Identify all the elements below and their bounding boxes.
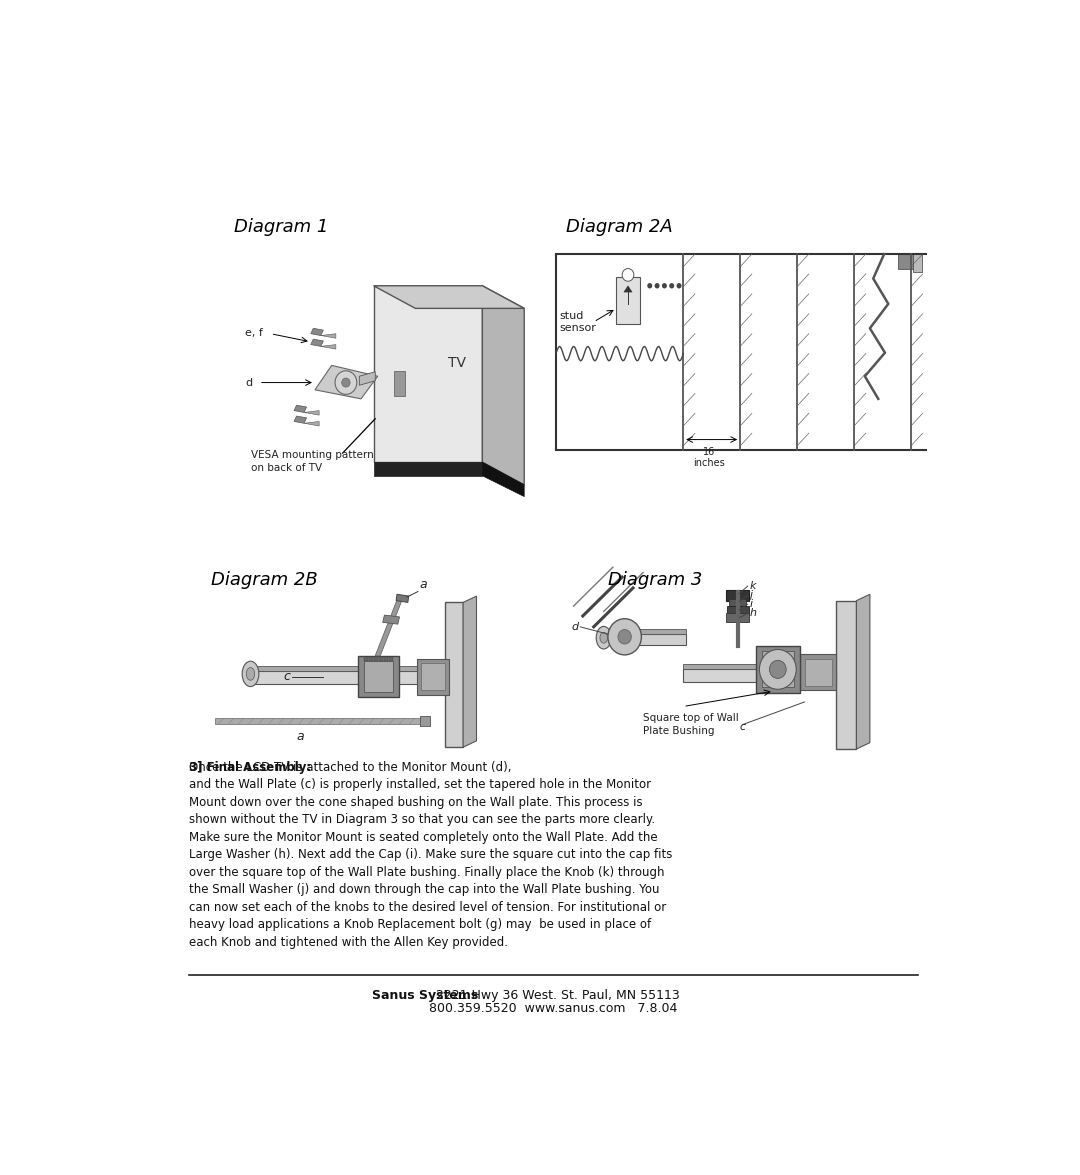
Polygon shape <box>374 462 483 476</box>
Text: TV: TV <box>448 356 467 370</box>
Circle shape <box>654 283 660 289</box>
Circle shape <box>335 371 356 395</box>
Bar <box>359 656 399 698</box>
Polygon shape <box>294 416 307 423</box>
Bar <box>914 254 922 273</box>
Text: j: j <box>750 590 753 600</box>
Bar <box>394 371 405 396</box>
Polygon shape <box>254 666 445 671</box>
Text: Sanus Systems: Sanus Systems <box>372 988 478 1002</box>
Polygon shape <box>684 664 836 670</box>
Polygon shape <box>305 422 320 427</box>
Bar <box>727 606 748 615</box>
Text: 2221 Hwy 36 West. St. Paul, MN 55113: 2221 Hwy 36 West. St. Paul, MN 55113 <box>428 988 679 1002</box>
Circle shape <box>608 619 642 654</box>
Bar <box>726 613 750 623</box>
Bar <box>375 657 378 662</box>
Bar <box>369 657 373 662</box>
Polygon shape <box>374 286 524 308</box>
Polygon shape <box>610 629 686 634</box>
Text: 16
inches: 16 inches <box>693 446 725 469</box>
Polygon shape <box>382 615 400 624</box>
Bar <box>761 651 794 687</box>
Polygon shape <box>396 595 408 603</box>
Polygon shape <box>856 595 869 748</box>
Polygon shape <box>483 286 524 485</box>
Polygon shape <box>254 671 445 684</box>
Text: h: h <box>750 609 756 618</box>
Bar <box>417 658 449 694</box>
Text: d: d <box>571 622 579 632</box>
Polygon shape <box>483 462 524 497</box>
Text: 3] Final Assembly:: 3] Final Assembly: <box>189 760 312 774</box>
Text: VESA mounting pattern
on back of TV: VESA mounting pattern on back of TV <box>251 450 374 474</box>
Bar <box>805 658 833 686</box>
Polygon shape <box>374 286 483 462</box>
Polygon shape <box>321 344 336 349</box>
Text: c: c <box>740 723 745 732</box>
Text: e, f: e, f <box>245 328 264 337</box>
Circle shape <box>647 283 652 289</box>
Circle shape <box>670 283 674 289</box>
Circle shape <box>618 630 632 644</box>
Text: a: a <box>297 730 305 743</box>
Bar <box>726 590 750 600</box>
Text: a: a <box>420 578 428 591</box>
Bar <box>379 657 382 662</box>
Text: c: c <box>283 670 289 683</box>
Polygon shape <box>420 716 430 726</box>
Polygon shape <box>315 365 378 398</box>
Bar <box>899 254 914 269</box>
Polygon shape <box>305 410 320 415</box>
Bar <box>390 657 393 662</box>
Bar <box>421 663 445 690</box>
Polygon shape <box>610 634 686 645</box>
Polygon shape <box>445 603 463 747</box>
Text: Diagram 2B: Diagram 2B <box>212 571 319 589</box>
Polygon shape <box>360 371 375 385</box>
Ellipse shape <box>600 632 607 643</box>
Circle shape <box>341 378 350 387</box>
Circle shape <box>662 283 667 289</box>
Polygon shape <box>294 405 307 412</box>
Polygon shape <box>463 596 476 747</box>
Circle shape <box>759 650 796 690</box>
Ellipse shape <box>242 662 259 686</box>
Text: k: k <box>750 582 756 591</box>
Text: i: i <box>750 599 753 609</box>
Text: Diagram 3: Diagram 3 <box>608 571 702 589</box>
Ellipse shape <box>246 667 255 680</box>
Bar <box>617 277 639 324</box>
Text: d: d <box>245 377 253 388</box>
Bar <box>364 657 367 662</box>
Text: stud
sensor: stud sensor <box>559 310 596 334</box>
Polygon shape <box>311 328 323 336</box>
Bar <box>800 654 836 690</box>
Polygon shape <box>836 600 856 748</box>
Text: 800.359.5520  www.sanus.com   7.8.04: 800.359.5520 www.sanus.com 7.8.04 <box>430 1002 677 1015</box>
Polygon shape <box>684 670 836 681</box>
Polygon shape <box>321 334 336 338</box>
Polygon shape <box>624 286 632 293</box>
Bar <box>756 646 799 693</box>
Bar <box>364 662 393 692</box>
Text: Diagram 1: Diagram 1 <box>234 219 328 236</box>
Text: Square top of Wall
Plate Bushing: Square top of Wall Plate Bushing <box>643 713 739 736</box>
Text: Diagram 2A: Diagram 2A <box>566 219 673 236</box>
Bar <box>384 657 388 662</box>
Polygon shape <box>311 340 323 347</box>
Text: Once the LCD TV is attached to the Monitor Mount (d),
and the Wall Plate (c) is : Once the LCD TV is attached to the Monit… <box>189 760 673 948</box>
Polygon shape <box>215 718 420 724</box>
Circle shape <box>769 660 786 678</box>
Circle shape <box>676 283 681 289</box>
Bar <box>729 599 746 607</box>
Circle shape <box>622 269 634 281</box>
Polygon shape <box>375 598 403 656</box>
Ellipse shape <box>596 626 611 649</box>
